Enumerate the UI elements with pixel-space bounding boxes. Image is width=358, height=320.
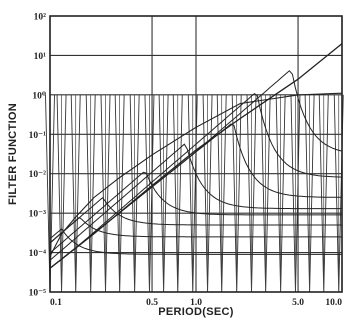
- resonance-curve: [49, 228, 342, 255]
- y-tick-label: 10⁻²: [29, 170, 47, 180]
- y-axis-title: FILTER FUNCTION: [7, 103, 19, 205]
- y-tick-label: 10²: [34, 13, 47, 23]
- smoothed-response-curve: [49, 92, 343, 257]
- x-tick-label: 5.0: [292, 298, 304, 308]
- x-axis-title: PERIOD(SEC): [158, 306, 233, 318]
- resonance-curve: [49, 196, 342, 244]
- resonance-curve: [49, 171, 342, 254]
- resonance-curve: [49, 216, 342, 244]
- y-tick-label: 10⁻⁴: [29, 249, 47, 259]
- response-curves-layer: [49, 43, 343, 269]
- y-tick-label: 10⁻¹: [29, 131, 47, 141]
- y-tick-label: 10⁰: [32, 91, 46, 101]
- resonance-curve: [49, 70, 343, 269]
- x-tick-label: 0.5: [146, 298, 158, 308]
- x-tick-labels: 0.1 0.5 1.0 5.0 10.0: [50, 298, 342, 308]
- y-tick-label: 10⁻³: [29, 210, 47, 220]
- y-tick-label: 10⁻⁵: [29, 289, 47, 299]
- x-tick-label: 0.1: [50, 298, 62, 308]
- resonance-curve: [49, 92, 343, 269]
- y-tick-label: 10¹: [34, 52, 47, 62]
- x-tick-label: 1.0: [190, 298, 202, 308]
- x-tick-label: 10.0: [325, 298, 342, 308]
- resonance-curve: [49, 143, 342, 261]
- plot-frame: [49, 15, 343, 293]
- y-tick-labels: 10⁻⁵ 10⁻⁴ 10⁻³ 10⁻² 10⁻¹ 10⁰ 10¹ 10²: [29, 13, 47, 299]
